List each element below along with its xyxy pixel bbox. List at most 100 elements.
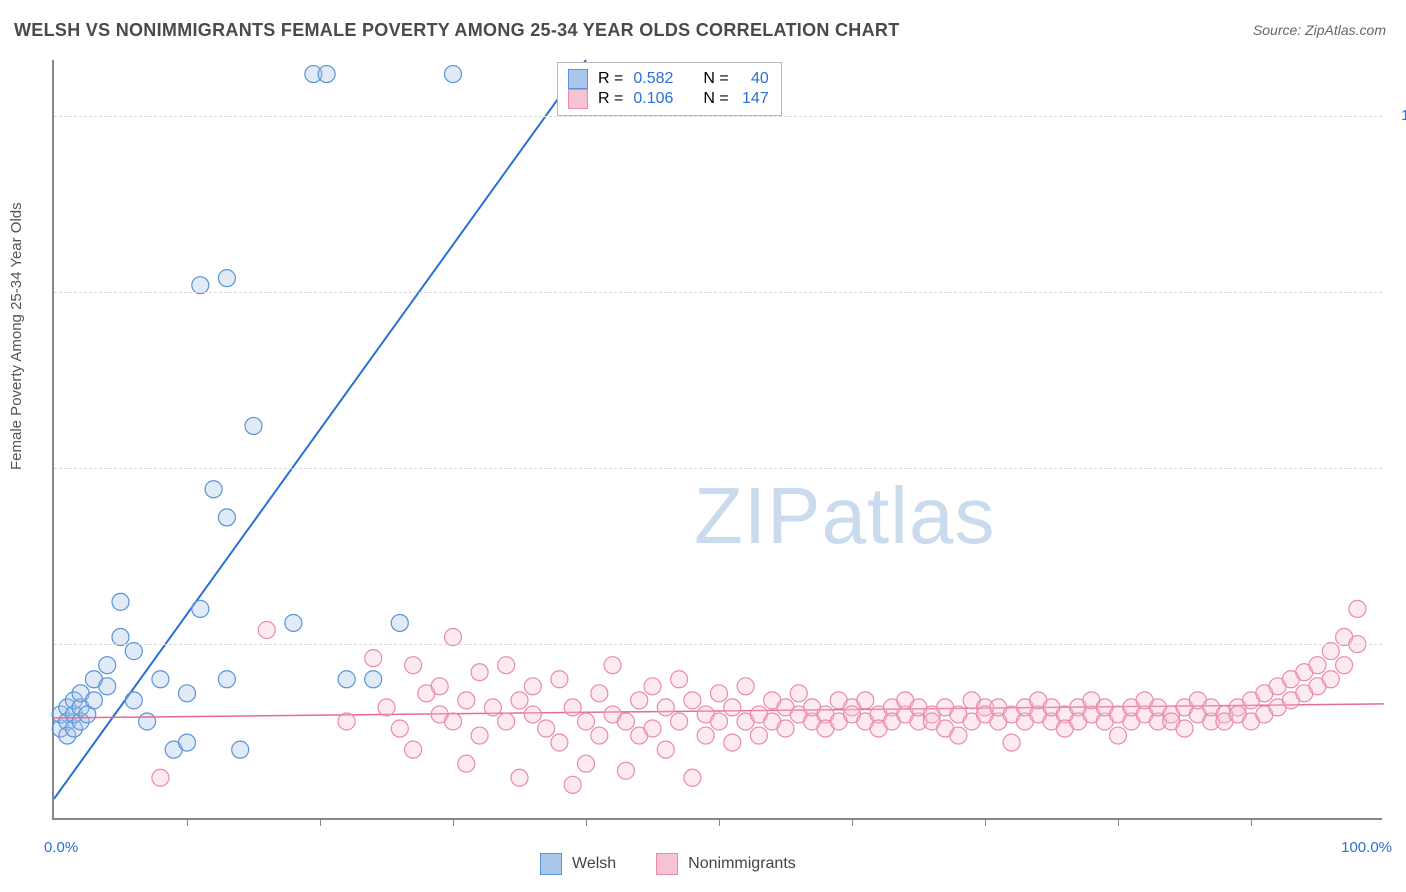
data-point (179, 685, 196, 702)
data-point (285, 614, 302, 631)
data-point (604, 657, 621, 674)
data-point (777, 720, 794, 737)
data-point (737, 678, 754, 695)
data-point (405, 741, 422, 758)
data-point (498, 713, 515, 730)
data-point (445, 713, 462, 730)
data-point (484, 699, 501, 716)
chart-plot-area: ZIPatlas 25.0%50.0%75.0%100.0%0.0%100.0% (52, 60, 1382, 820)
data-point (338, 671, 355, 688)
data-point (258, 622, 275, 639)
data-point (1309, 657, 1326, 674)
x-tick-left: 0.0% (44, 839, 78, 856)
data-point (139, 713, 156, 730)
data-point (152, 769, 169, 786)
data-point (631, 692, 648, 709)
data-point (498, 657, 515, 674)
data-point (551, 734, 568, 751)
data-point (1336, 657, 1353, 674)
data-point (591, 727, 608, 744)
data-point (338, 713, 355, 730)
data-point (152, 671, 169, 688)
data-point (318, 66, 335, 83)
data-point (112, 593, 129, 610)
regression-line (54, 60, 586, 799)
correlation-stats-box: R = 0.582 N = 40 R = 0.106 N = 147 (557, 62, 782, 116)
data-point (1176, 720, 1193, 737)
data-point (724, 734, 741, 751)
stats-row-nonimmigrants: R = 0.106 N = 147 (568, 89, 769, 109)
data-point (644, 720, 661, 737)
data-point (524, 706, 541, 723)
chart-title: WELSH VS NONIMMIGRANTS FEMALE POVERTY AM… (14, 20, 900, 41)
data-point (218, 509, 235, 526)
data-point (365, 671, 382, 688)
data-point (538, 720, 555, 737)
data-point (179, 734, 196, 751)
data-point (205, 481, 222, 498)
y-tick-label: 75.0% (1392, 283, 1406, 300)
data-point (591, 685, 608, 702)
data-point (445, 66, 462, 83)
legend-bottom: Welsh Nonimmigrants (540, 835, 796, 892)
legend-swatch-nonimmigrants (656, 853, 678, 875)
data-point (617, 713, 634, 730)
y-tick-label: 100.0% (1392, 107, 1406, 124)
swatch-welsh (568, 69, 588, 89)
data-point (511, 769, 528, 786)
data-point (724, 699, 741, 716)
data-point (391, 720, 408, 737)
data-point (684, 769, 701, 786)
scatter-svg (54, 60, 1384, 820)
data-point (1322, 671, 1339, 688)
data-point (192, 600, 209, 617)
data-point (657, 741, 674, 758)
data-point (85, 692, 102, 709)
data-point (684, 692, 701, 709)
data-point (245, 417, 262, 434)
data-point (564, 699, 581, 716)
data-point (125, 643, 142, 660)
data-point (697, 727, 714, 744)
swatch-nonimmigrants (568, 89, 588, 109)
data-point (218, 671, 235, 688)
data-point (99, 678, 116, 695)
data-point (378, 699, 395, 716)
y-axis-label: Female Poverty Among 25-34 Year Olds (8, 202, 25, 470)
data-point (125, 692, 142, 709)
data-point (578, 755, 595, 772)
y-tick-label: 25.0% (1392, 635, 1406, 652)
data-point (671, 713, 688, 730)
label-n: N = (703, 70, 728, 88)
y-tick-label: 50.0% (1392, 459, 1406, 476)
data-point (750, 727, 767, 744)
data-point (1349, 600, 1366, 617)
data-point (617, 762, 634, 779)
data-point (578, 713, 595, 730)
data-point (711, 685, 728, 702)
label-r: R = (598, 90, 623, 108)
data-point (365, 650, 382, 667)
legend-swatch-welsh (540, 853, 562, 875)
data-point (551, 671, 568, 688)
data-point (711, 713, 728, 730)
data-point (232, 741, 249, 758)
data-point (192, 277, 209, 294)
data-point (458, 692, 475, 709)
data-point (471, 727, 488, 744)
data-point (671, 671, 688, 688)
label-r: R = (598, 70, 623, 88)
data-point (458, 755, 475, 772)
source-attribution: Source: ZipAtlas.com (1253, 22, 1386, 38)
data-point (511, 692, 528, 709)
data-point (445, 629, 462, 646)
data-point (112, 629, 129, 646)
data-point (99, 657, 116, 674)
data-point (950, 727, 967, 744)
data-point (524, 678, 541, 695)
label-n: N = (703, 90, 728, 108)
data-point (1003, 734, 1020, 751)
x-tick-right: 100.0% (1341, 839, 1392, 856)
data-point (1322, 643, 1339, 660)
legend-label-nonimmigrants: Nonimmigrants (688, 855, 796, 873)
